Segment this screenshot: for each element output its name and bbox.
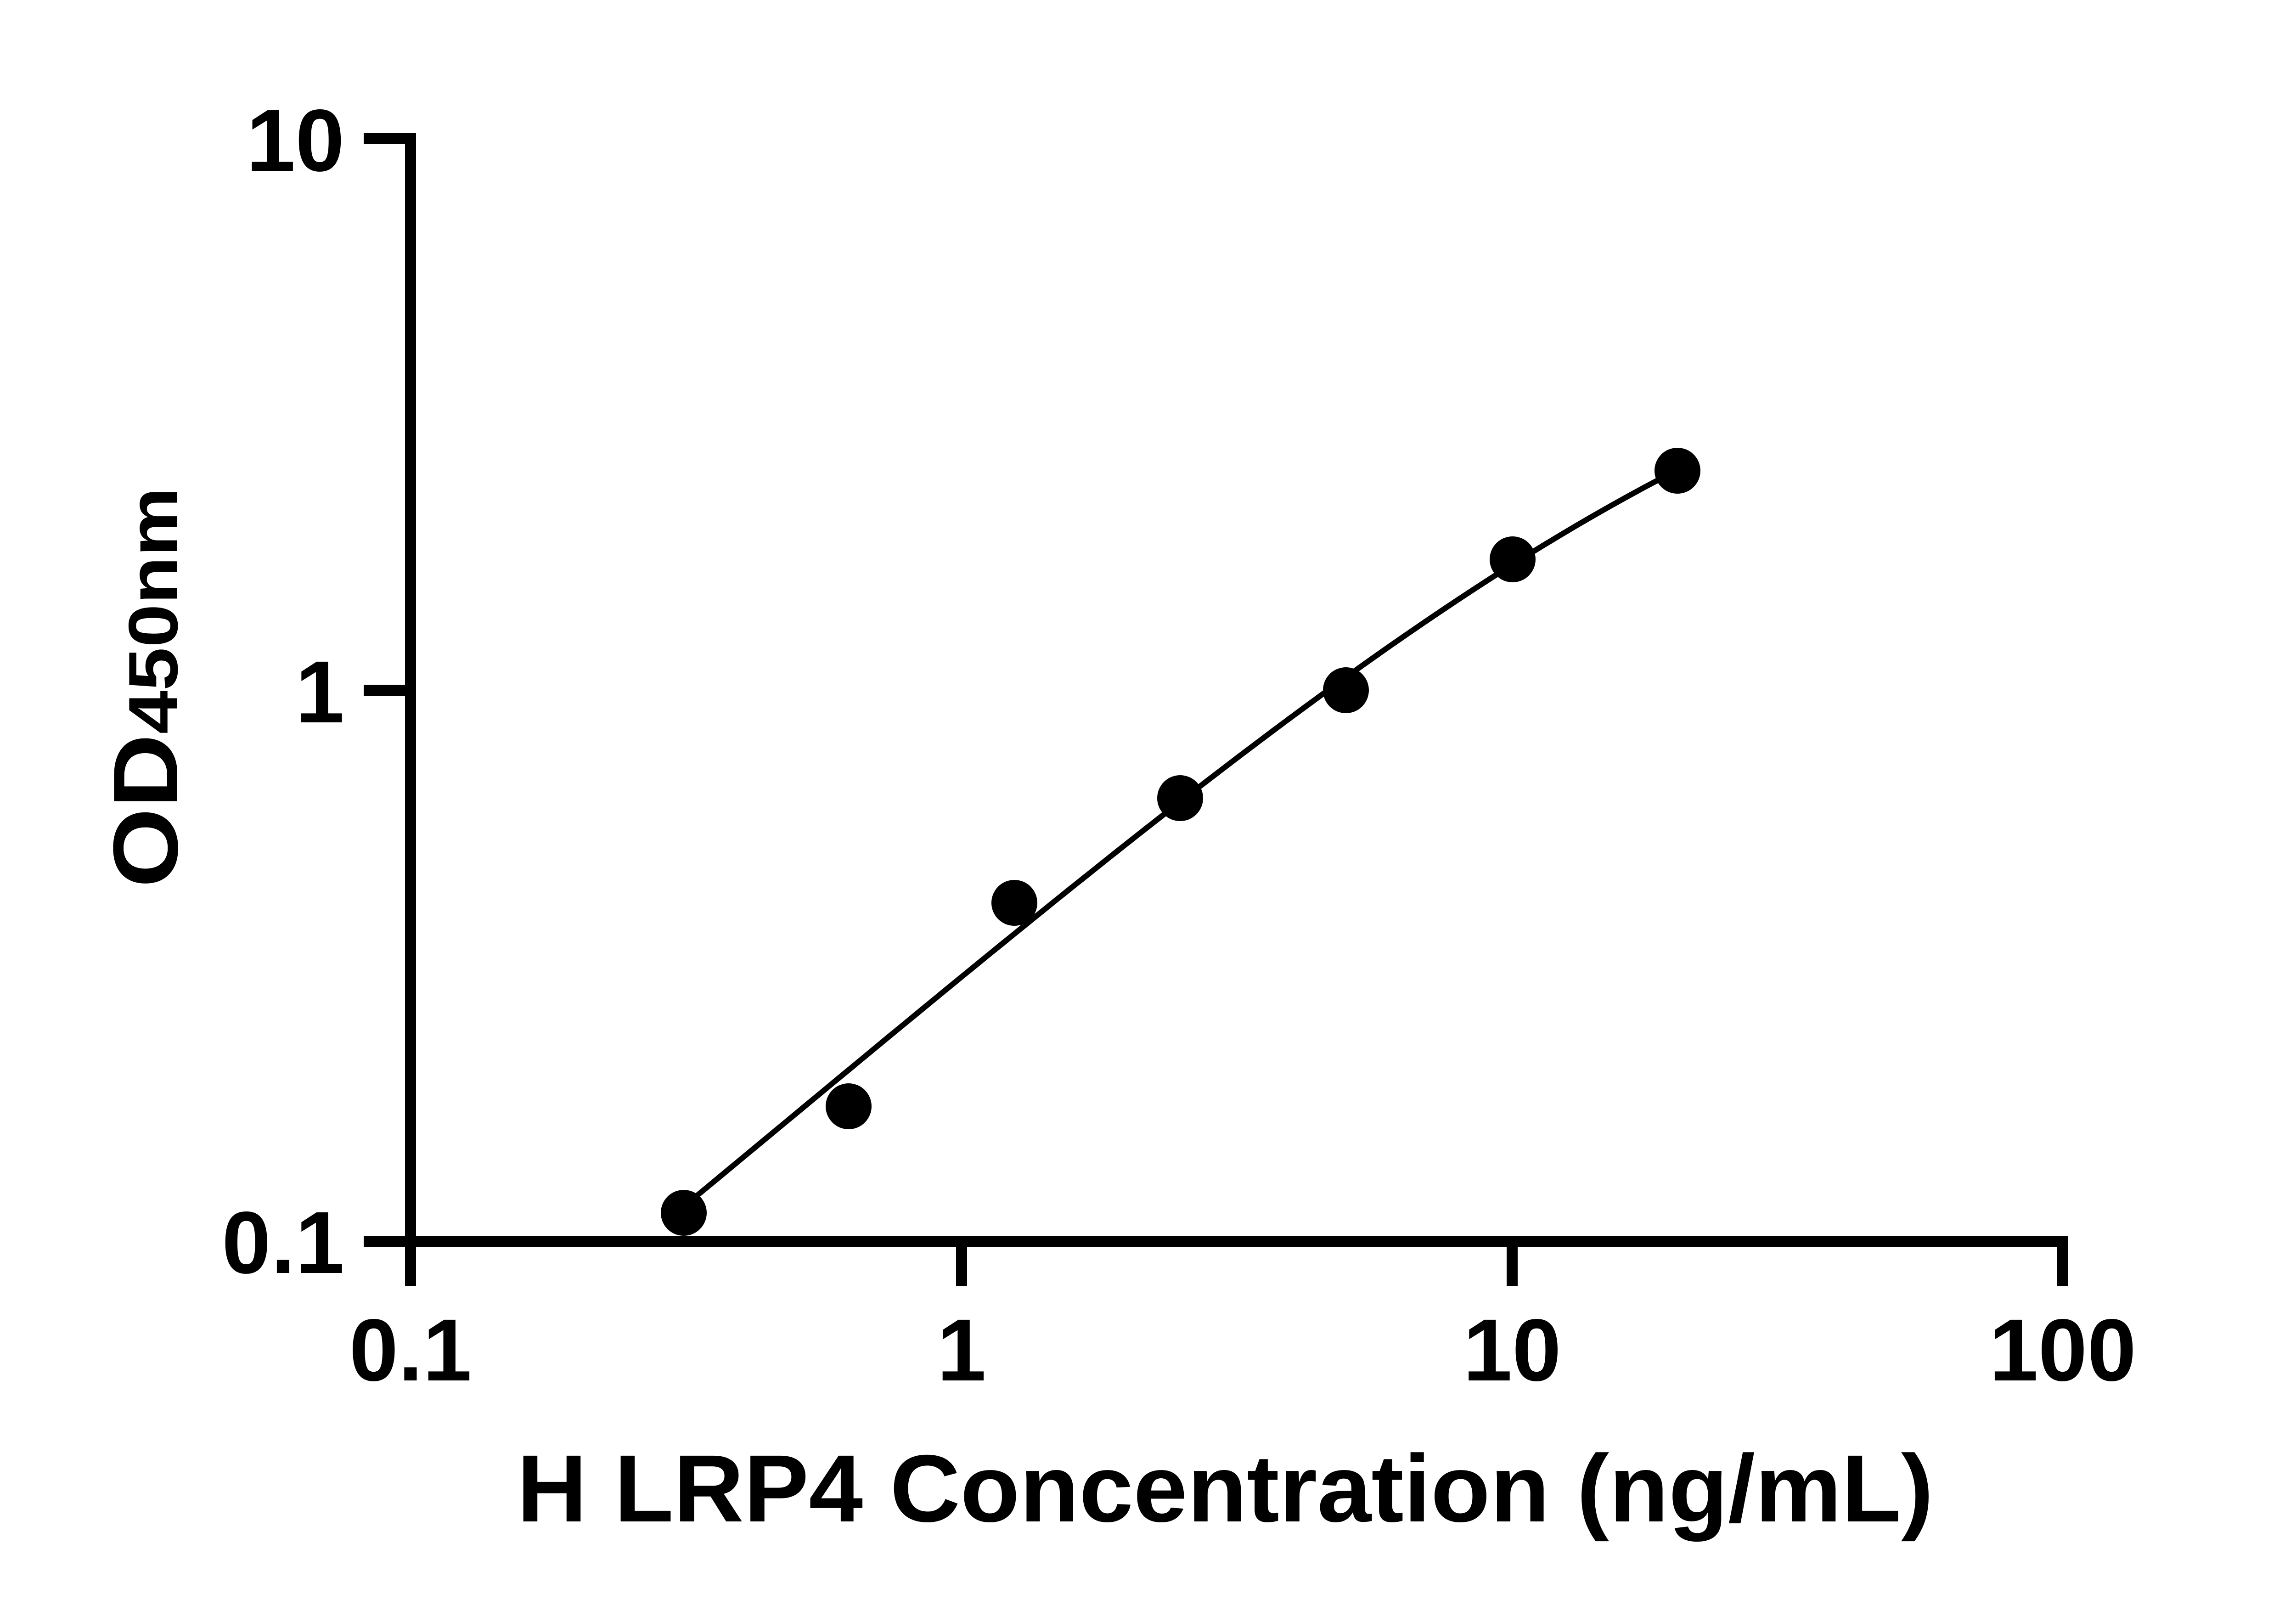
svg-text:100: 100: [1989, 1301, 2136, 1399]
svg-text:10: 10: [1463, 1301, 1561, 1399]
svg-text:H LRP4 Concentration (ng/mL): H LRP4 Concentration (ng/mL): [517, 1436, 1934, 1542]
svg-text:OD450nm: OD450nm: [95, 487, 197, 888]
svg-text:0.1: 0.1: [349, 1301, 472, 1399]
svg-text:1: 1: [295, 642, 344, 741]
svg-text:10: 10: [246, 91, 344, 190]
svg-text:0.1: 0.1: [222, 1193, 344, 1292]
svg-text:1: 1: [937, 1301, 986, 1399]
